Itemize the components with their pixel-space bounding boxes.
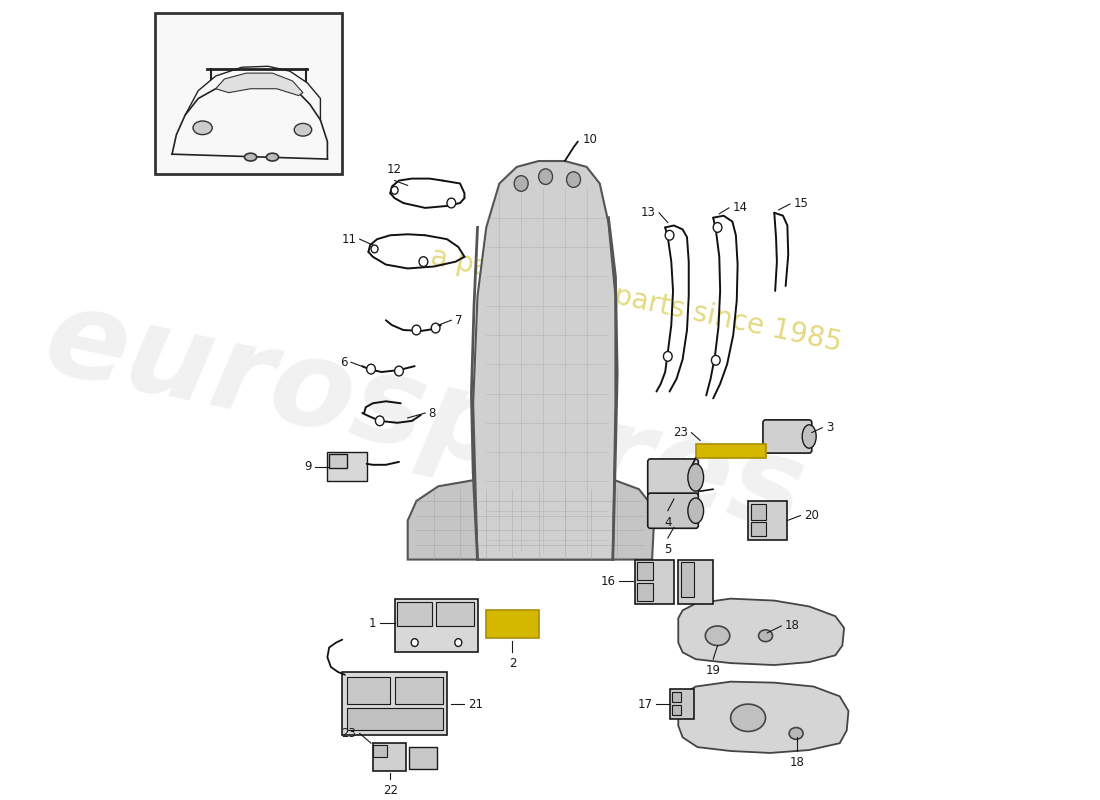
Bar (672, 705, 681, 715)
Circle shape (447, 198, 455, 208)
Text: 18: 18 (790, 756, 804, 769)
Text: 7: 7 (454, 314, 462, 326)
Polygon shape (679, 598, 844, 665)
Text: 16: 16 (601, 574, 615, 587)
FancyBboxPatch shape (763, 420, 812, 453)
Circle shape (392, 186, 398, 194)
Text: 9: 9 (305, 460, 311, 474)
Bar (395, 598, 477, 652)
Polygon shape (473, 161, 615, 559)
Circle shape (375, 416, 384, 426)
Bar (672, 693, 681, 702)
Circle shape (371, 245, 378, 253)
Bar (486, 610, 539, 638)
Text: 15: 15 (793, 198, 808, 210)
Bar (409, 747, 438, 769)
Bar (679, 559, 713, 603)
Bar (637, 562, 653, 580)
Polygon shape (408, 479, 653, 559)
Text: 5: 5 (664, 543, 671, 556)
Bar (395, 677, 442, 704)
Circle shape (366, 364, 375, 374)
Circle shape (454, 638, 462, 646)
Circle shape (412, 325, 421, 335)
Ellipse shape (192, 121, 212, 134)
Text: 6: 6 (340, 356, 348, 369)
Bar (750, 504, 767, 519)
Ellipse shape (244, 154, 256, 161)
Circle shape (666, 230, 674, 240)
Text: 8: 8 (429, 406, 436, 419)
FancyBboxPatch shape (648, 459, 698, 496)
Ellipse shape (759, 630, 772, 642)
Bar (681, 562, 694, 597)
Bar (155, 13, 342, 174)
Ellipse shape (688, 498, 704, 523)
Text: 19: 19 (706, 664, 721, 677)
Text: 1: 1 (368, 617, 376, 630)
Text: 20: 20 (804, 509, 818, 522)
Ellipse shape (705, 626, 729, 646)
Ellipse shape (294, 123, 311, 136)
Circle shape (539, 169, 552, 185)
Text: 12: 12 (387, 162, 403, 176)
Ellipse shape (802, 425, 816, 448)
Text: 23: 23 (341, 727, 356, 740)
Bar (748, 501, 788, 540)
Circle shape (514, 176, 528, 191)
Circle shape (431, 323, 440, 333)
Text: 2: 2 (508, 658, 516, 670)
Bar (436, 602, 474, 626)
Bar (635, 559, 674, 603)
Ellipse shape (266, 154, 278, 161)
Ellipse shape (688, 464, 704, 491)
Text: 21: 21 (468, 698, 483, 710)
Circle shape (566, 172, 581, 187)
Text: 10: 10 (582, 133, 597, 146)
FancyBboxPatch shape (648, 493, 698, 528)
Text: 23: 23 (673, 426, 688, 439)
Text: 4: 4 (664, 516, 671, 529)
Text: eurospares: eurospares (35, 279, 815, 554)
Circle shape (395, 366, 404, 376)
Circle shape (713, 222, 722, 232)
Circle shape (663, 351, 672, 362)
Bar (329, 454, 346, 468)
Text: 11: 11 (341, 233, 356, 246)
Bar (346, 708, 442, 730)
Text: 22: 22 (383, 784, 398, 798)
Bar (346, 677, 390, 704)
Bar (397, 602, 432, 626)
Circle shape (419, 257, 428, 266)
Text: 14: 14 (733, 202, 747, 214)
Text: 18: 18 (784, 619, 800, 633)
Ellipse shape (730, 704, 766, 731)
Text: 13: 13 (640, 206, 656, 219)
Text: a passion for parts since 1985: a passion for parts since 1985 (428, 242, 845, 357)
Polygon shape (216, 73, 302, 95)
Bar (750, 522, 767, 536)
Bar (670, 690, 694, 718)
Bar (695, 444, 766, 458)
Bar (342, 672, 447, 735)
Bar (637, 583, 653, 601)
Bar (373, 745, 387, 757)
Bar (373, 743, 406, 770)
Text: 3: 3 (826, 421, 833, 434)
Polygon shape (679, 682, 848, 753)
Ellipse shape (789, 727, 803, 739)
Text: 17: 17 (638, 698, 653, 710)
Circle shape (712, 355, 720, 365)
Bar (328, 452, 366, 482)
Circle shape (411, 638, 418, 646)
